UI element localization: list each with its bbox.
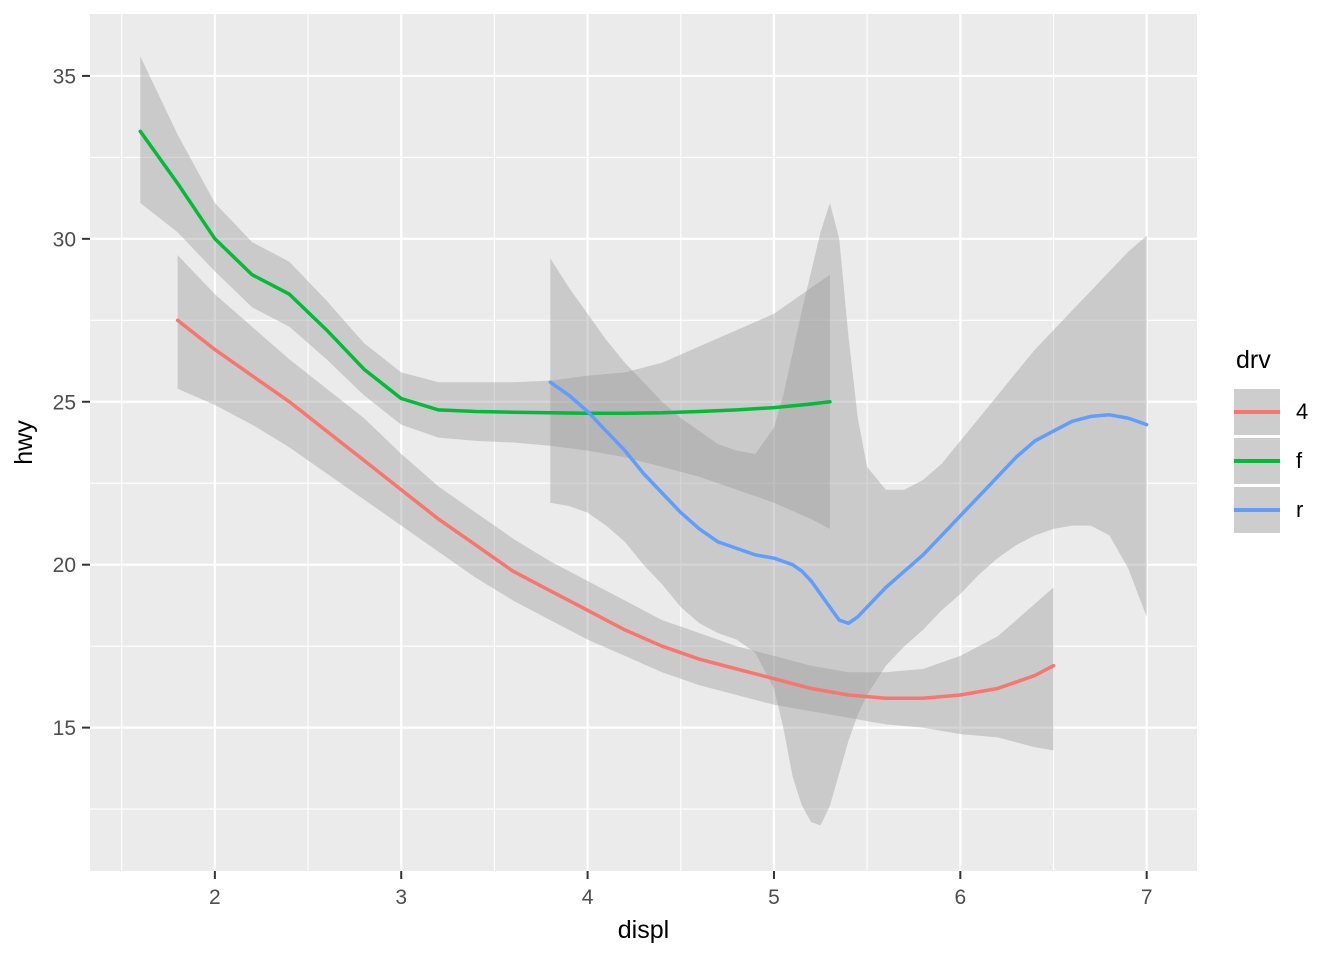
legend-key-4 (1234, 389, 1280, 435)
y-tick-label: 35 (53, 65, 76, 88)
legend-item-r: r (1234, 487, 1308, 533)
legend-title: drv (1236, 346, 1271, 374)
confidence-ribbon-r (550, 203, 1147, 826)
legend-item-4: 4 (1234, 389, 1308, 435)
x-tick-label: 5 (768, 886, 780, 909)
legend-label-f: f (1296, 448, 1303, 473)
legend-key-line-r (1234, 508, 1280, 512)
legend-key-line-f (1234, 459, 1280, 463)
x-tick-label: 3 (395, 886, 407, 909)
y-tick-label: 25 (53, 391, 76, 414)
smooth-line-f (138, 129, 832, 415)
smooth-line-4 (175, 318, 1056, 701)
legend-key-r (1234, 487, 1280, 533)
legend-label-4: 4 (1296, 399, 1309, 424)
x-axis-title: displ (618, 916, 669, 944)
legend-key-f (1234, 438, 1280, 484)
y-tick-label: 20 (53, 554, 76, 577)
y-tick-label: 30 (53, 228, 76, 251)
x-tick-label: 6 (954, 886, 966, 909)
x-tick-label: 4 (582, 886, 594, 909)
legend-item-f: f (1234, 438, 1308, 484)
confidence-ribbon-f (140, 56, 830, 529)
smooth-line-r (548, 380, 1149, 626)
legend: drv 4 f r (1234, 346, 1309, 536)
y-tick-label: 15 (53, 717, 76, 740)
legend-key-line-4 (1234, 410, 1280, 414)
y-axis-title: hwy (10, 420, 38, 465)
confidence-ribbon-4 (177, 255, 1054, 751)
x-tick-label: 2 (209, 886, 221, 909)
plot-layers (138, 56, 1149, 826)
legend-label-r: r (1296, 497, 1304, 522)
x-tick-label: 7 (1141, 886, 1153, 909)
